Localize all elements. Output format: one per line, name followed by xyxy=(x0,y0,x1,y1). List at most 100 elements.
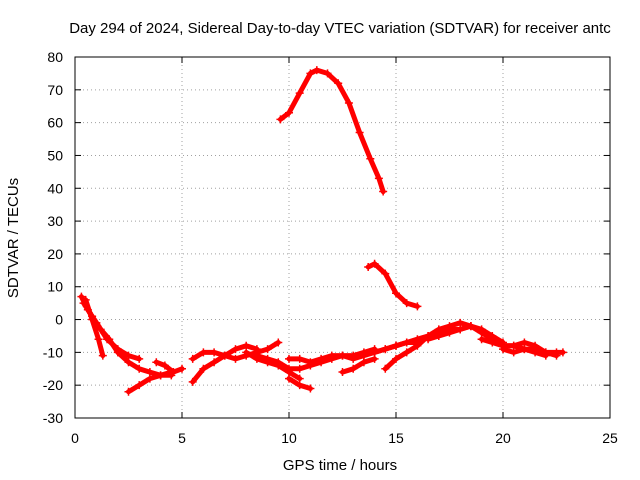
data-point xyxy=(364,263,373,272)
data-point xyxy=(392,354,400,363)
data-point xyxy=(295,354,304,363)
data-point xyxy=(188,354,197,363)
data-point xyxy=(145,374,154,383)
data-point xyxy=(327,351,336,360)
series-arc-secondary xyxy=(364,259,422,311)
data-point xyxy=(306,69,315,78)
data-point xyxy=(156,371,165,380)
data-point xyxy=(295,364,304,373)
data-point xyxy=(285,354,293,363)
y-tick-label: 80 xyxy=(47,49,63,65)
data-point xyxy=(402,338,411,347)
data-point xyxy=(370,348,379,357)
data-point xyxy=(231,354,240,363)
y-tick-label: -30 xyxy=(43,410,63,426)
data-point xyxy=(263,354,272,363)
series-line xyxy=(153,359,185,375)
data-point xyxy=(374,174,383,183)
series-line xyxy=(83,297,106,359)
y-tick-label: 0 xyxy=(55,312,63,328)
data-point xyxy=(558,348,567,357)
data-point xyxy=(210,348,219,357)
series-arc-10 xyxy=(285,374,315,393)
data-point xyxy=(274,338,283,347)
data-point xyxy=(135,364,144,373)
data-point xyxy=(344,98,353,107)
y-tick-label: 50 xyxy=(47,147,63,163)
data-point xyxy=(499,345,507,354)
data-point xyxy=(96,325,105,334)
data-point xyxy=(252,351,261,360)
y-axis-label: SDTVAR / TECUs xyxy=(5,178,22,298)
data-point xyxy=(274,358,283,367)
data-point xyxy=(152,358,161,367)
plot-frame xyxy=(74,56,611,419)
y-tick-label: 30 xyxy=(47,213,63,229)
data-point xyxy=(381,364,390,373)
data-point xyxy=(231,345,240,354)
data-point xyxy=(178,364,186,373)
series-arc-4 xyxy=(152,358,186,377)
data-point xyxy=(263,345,272,354)
data-point xyxy=(381,269,390,278)
series-arc-peak xyxy=(276,66,388,196)
data-point xyxy=(94,335,103,344)
series-arc-11 xyxy=(338,354,379,377)
data-point xyxy=(531,348,540,357)
data-point xyxy=(413,335,422,344)
data-point xyxy=(98,351,107,360)
x-tick-label: 20 xyxy=(495,430,511,446)
data-point xyxy=(188,377,197,386)
data-point xyxy=(392,289,400,298)
series-line xyxy=(81,300,174,378)
data-point xyxy=(456,325,465,334)
y-tick-label: 60 xyxy=(47,115,63,131)
data-point xyxy=(124,358,133,367)
series-layer xyxy=(77,66,567,396)
y-tick-label: -20 xyxy=(43,377,63,393)
data-point xyxy=(220,351,229,360)
data-point xyxy=(552,351,561,360)
data-point xyxy=(366,154,375,163)
x-axis-label: GPS time / hours xyxy=(283,457,397,474)
data-point xyxy=(520,345,529,354)
ticks: 0 5 10 15 20 25 -30 -20 -10 0 10 20 30 40 50 60 70 80 xyxy=(43,49,618,446)
x-tick-label: 0 xyxy=(71,430,79,446)
y-tick-label: 10 xyxy=(47,279,63,295)
data-point xyxy=(402,348,411,357)
data-point xyxy=(242,348,251,357)
data-point xyxy=(509,348,518,357)
series-line xyxy=(340,356,378,375)
y-tick-label: 20 xyxy=(47,246,63,262)
data-point xyxy=(306,384,315,393)
x-tick-label: 10 xyxy=(281,430,297,446)
data-point xyxy=(392,341,400,350)
series-arc-16 xyxy=(499,345,550,360)
data-point xyxy=(338,351,347,360)
data-point xyxy=(135,354,144,363)
data-point xyxy=(285,364,293,373)
data-point xyxy=(402,299,411,308)
data-point xyxy=(77,292,86,301)
data-point xyxy=(295,89,304,98)
y-tick-label: -10 xyxy=(43,344,63,360)
data-point xyxy=(323,69,332,78)
data-point xyxy=(349,354,358,363)
data-point xyxy=(359,358,368,367)
chart-title: Day 294 of 2024, Sidereal Day-to-day VTE… xyxy=(69,20,611,37)
data-point xyxy=(424,335,433,344)
data-point xyxy=(285,108,293,117)
data-point xyxy=(477,335,486,344)
data-point xyxy=(285,374,293,383)
data-point xyxy=(355,128,364,137)
data-point xyxy=(312,66,321,75)
y-tick-label: 40 xyxy=(47,180,63,196)
data-point xyxy=(541,351,550,360)
x-tick-label: 25 xyxy=(602,430,618,446)
data-point xyxy=(445,328,454,337)
data-point xyxy=(199,348,208,357)
data-point xyxy=(169,368,178,377)
data-point xyxy=(381,345,390,354)
